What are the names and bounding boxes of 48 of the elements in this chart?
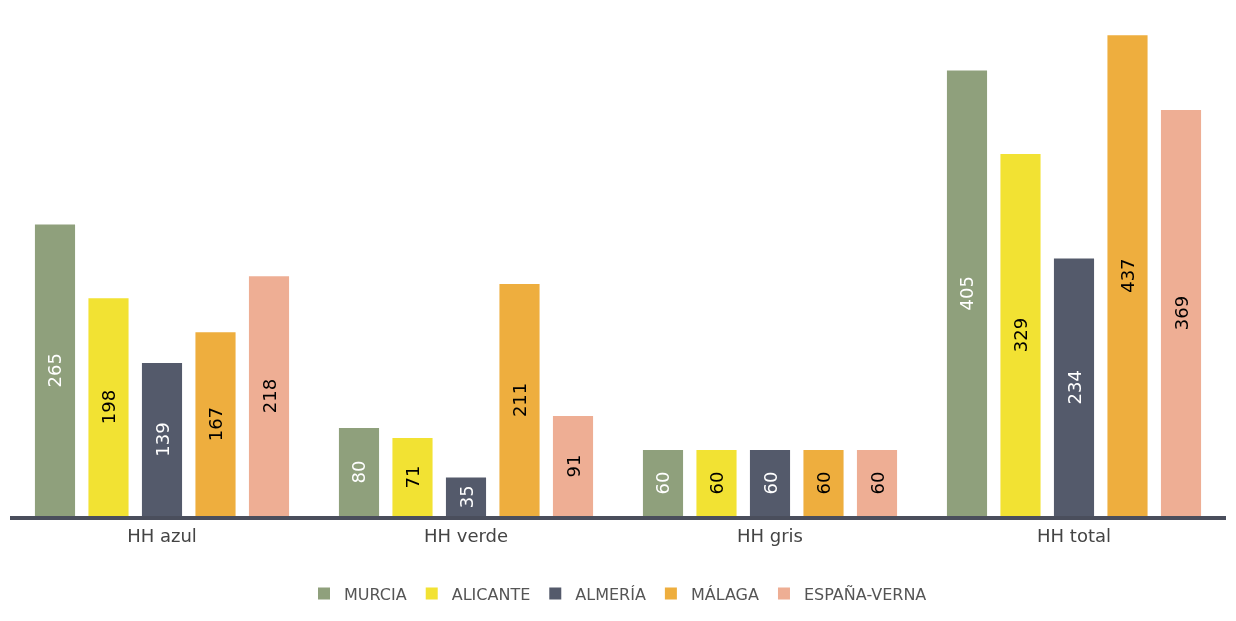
bar [749, 450, 791, 516]
bar [338, 428, 380, 516]
bar [248, 276, 290, 516]
bar [1053, 258, 1095, 516]
bar [1000, 154, 1041, 516]
bar [946, 70, 988, 516]
data-label: 60 [652, 471, 674, 495]
x-tick-label: HH total [1037, 524, 1111, 546]
bar [696, 450, 737, 516]
bar [195, 332, 236, 516]
bar [803, 450, 844, 516]
legend-label: ALMERÍA [575, 584, 646, 604]
bar [1107, 35, 1148, 516]
data-label: 218 [258, 378, 280, 414]
bar [141, 363, 183, 516]
legend-label: MURCIA [344, 584, 407, 604]
data-label: 405 [956, 276, 978, 311]
data-label: 60 [705, 471, 727, 495]
bar [1160, 110, 1202, 516]
data-label: 369 [1170, 295, 1192, 331]
data-label: 80 [348, 460, 370, 484]
bar [392, 437, 433, 516]
data-label: 139 [151, 422, 173, 457]
bar [34, 224, 76, 516]
data-label: 329 [1009, 317, 1031, 353]
legend-label: ALICANTE [451, 584, 531, 604]
data-label: 167 [205, 406, 227, 442]
data-label: 60 [866, 471, 888, 495]
x-tick-label: HH verde [423, 524, 509, 546]
bar [88, 298, 129, 516]
legend-label: ESPAÑA-VERNA [803, 584, 927, 604]
bar [856, 450, 898, 516]
data-label: 437 [1117, 258, 1139, 293]
bar [642, 450, 684, 516]
data-label: 71 [401, 465, 423, 489]
data-label: 60 [759, 471, 781, 495]
data-label: 234 [1063, 370, 1085, 405]
bar [499, 283, 540, 516]
legend-label: MÁLAGA [690, 584, 759, 604]
data-label: 198 [98, 389, 119, 425]
data-label: 35 [455, 485, 477, 509]
data-label: 91 [562, 454, 584, 478]
bar [552, 415, 594, 516]
x-tick-label: HH azul [127, 524, 197, 546]
x-tick-label: HH gris [737, 524, 803, 546]
data-label: 211 [509, 382, 531, 418]
data-label: 265 [44, 353, 66, 388]
data-label: 60 [813, 471, 835, 495]
